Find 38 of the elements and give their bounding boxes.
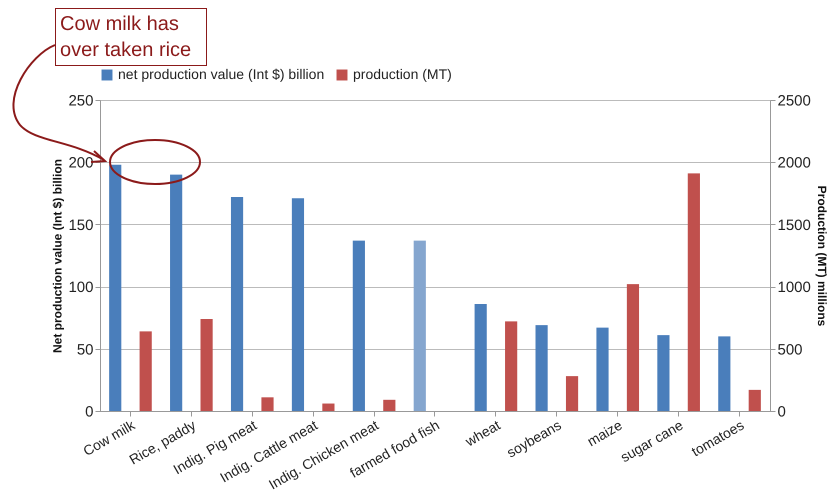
bar [566,376,578,411]
bar [718,336,730,411]
bar [230,197,244,411]
y2-tick-label: 0 [778,404,786,420]
bar [688,173,700,411]
bar [109,164,122,411]
bar [140,331,152,411]
y-tick-label: 0 [85,404,94,420]
bar [170,174,182,411]
callout-box: Cow milk has over taken rice [55,8,207,66]
y2-tick-label: 2000 [778,154,811,172]
y2-tick-label: 2500 [778,92,811,110]
bar [505,321,518,411]
bar [352,240,365,411]
y-tick-label: 50 [76,341,94,358]
y-tick-label: 150 [68,216,94,234]
legend-label: production (MT) [353,66,452,82]
y2-tick-label: 1000 [778,279,811,296]
legend-label: net production value (Int $) billion [118,66,324,82]
bar [748,390,761,411]
bar [474,304,487,411]
y-axis-title: Net production value (Int $) billion [50,159,64,353]
bar [261,397,274,411]
bar [626,284,640,411]
y2-tick-label: 500 [778,341,803,358]
y2-axis-title: Production (MT) millions [814,186,829,327]
bar [414,240,426,411]
y-tick-label: 250 [68,92,94,110]
y-tick-label: 200 [68,154,94,172]
bar [292,198,304,411]
y-tick-label: 100 [68,279,94,296]
bar [322,404,334,411]
bar [536,325,548,411]
bar [596,328,609,411]
y2-tick-label: 1500 [778,216,811,234]
bar [200,318,213,411]
bar [383,400,396,411]
bar [657,335,670,411]
